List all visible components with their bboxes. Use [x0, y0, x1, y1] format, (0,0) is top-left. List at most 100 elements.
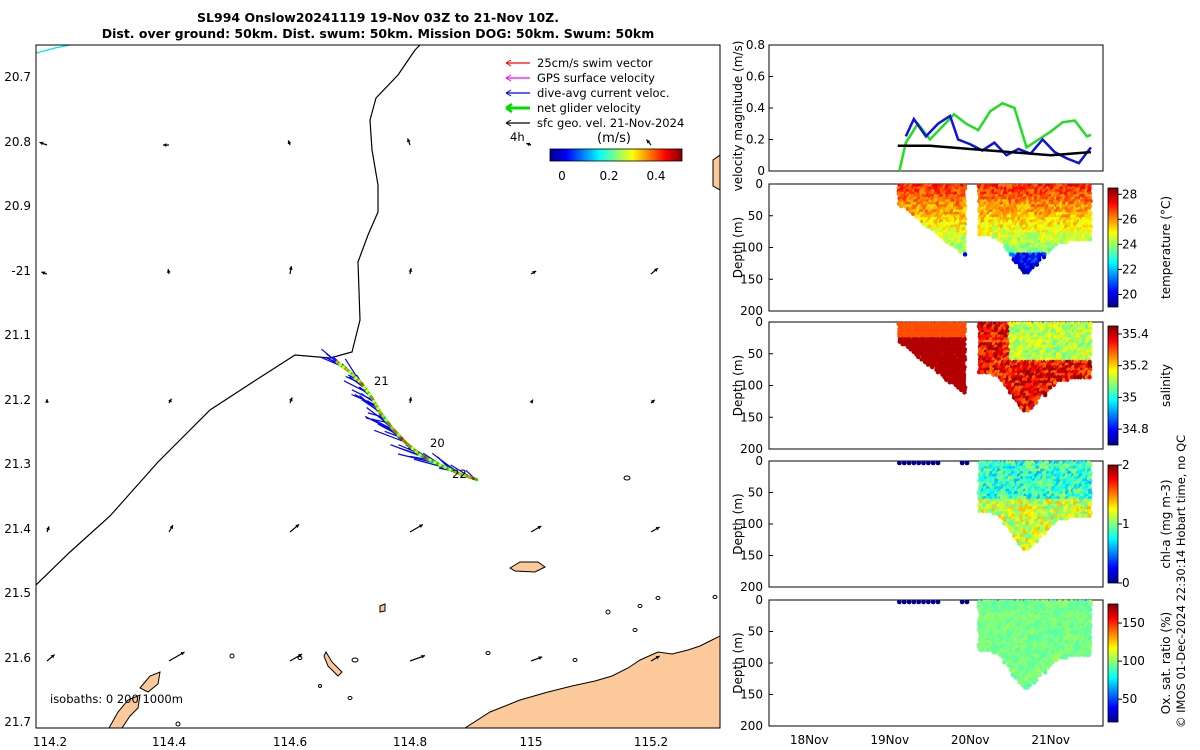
current-vector: [373, 429, 406, 443]
profile-point: [1043, 670, 1048, 675]
profile-point: [939, 234, 944, 239]
profile-point: [1035, 395, 1041, 400]
geo-arrow-head: [653, 268, 658, 272]
track-dot: [387, 422, 391, 426]
profile-point: [1078, 375, 1083, 380]
lat-tick: 20.8: [4, 135, 31, 149]
profile-point: [1042, 531, 1047, 536]
track-dot: [407, 443, 411, 447]
track-dot: [384, 418, 388, 422]
velocity-ytick: 0.6: [746, 70, 765, 84]
geo-arrow-head: [289, 397, 293, 402]
profile-point: [1050, 244, 1055, 250]
depth-ytick: 150: [740, 272, 763, 286]
lat-tick: 21.3: [4, 457, 31, 471]
geo-arrow-head: [655, 527, 660, 531]
interval-label: 4h: [510, 130, 525, 144]
profile-point: [1027, 682, 1032, 688]
depth-ytick: 0: [755, 315, 763, 329]
geo-arrow-head: [655, 656, 660, 660]
colorbar-tick: 35.2: [1122, 359, 1149, 373]
colorbar-label: salinity: [1159, 364, 1173, 407]
depth-ytick: 0: [755, 177, 763, 191]
land-island-c: [509, 561, 546, 573]
profile-point: [927, 224, 932, 229]
geo-arrow-head: [50, 654, 55, 659]
land-mainland: [464, 635, 720, 728]
profile-point: [1073, 237, 1078, 242]
colorbar-tick: 20: [1122, 287, 1137, 301]
cyan-track-line: [36, 45, 71, 54]
title-line2: Dist. over ground: 50km. Dist. swum: 50k…: [102, 26, 655, 41]
velocity-panel-frame: [768, 44, 1104, 172]
track-dot: [453, 470, 457, 474]
track-dot: [433, 460, 437, 465]
profile-point: [962, 390, 967, 395]
track-dot: [448, 467, 452, 472]
profile-point: [1037, 257, 1042, 262]
lon-axis: 114.2 114.4 114.6 114.8 115 115.2: [33, 735, 668, 749]
legend-label: GPS surface velocity: [537, 71, 655, 85]
lat-axis: 20.7 20.8 20.9 -21 21.1 21.2 21.3 21.4 2…: [4, 70, 31, 729]
legend-label: dive-avg current veloc.: [537, 86, 670, 100]
profile-point: [1087, 513, 1092, 519]
profile-point: [985, 369, 990, 375]
surface-point: [906, 460, 912, 466]
profile-colorbar: [1107, 187, 1119, 308]
track-dot: [400, 436, 404, 441]
profile-point: [958, 387, 964, 393]
track-dot: [365, 389, 369, 393]
map-boundary-line: [36, 45, 421, 586]
profile-point: [1002, 660, 1007, 665]
lat-tick: -21: [11, 264, 31, 278]
profile-point: [1087, 237, 1093, 242]
surface-point: [901, 460, 907, 466]
geo-arrow-head: [298, 654, 303, 658]
glider-track: [319, 348, 479, 482]
profile-point: [1081, 237, 1086, 242]
lat-tick: 21.6: [4, 651, 31, 665]
profile-point: [1041, 254, 1047, 260]
lat-tick: 20.9: [4, 199, 31, 213]
colorbar-tick: 0.4: [646, 169, 665, 183]
profile-point: [1064, 239, 1069, 244]
profile-point: [1053, 518, 1058, 524]
track-dot: [423, 455, 427, 460]
track-dot: [335, 360, 339, 364]
legend-label: 25cm/s swim vector: [537, 56, 653, 70]
lat-tick: 21.7: [4, 715, 31, 729]
geo-arrow-head: [407, 138, 411, 143]
lon-tick: 114.8: [393, 735, 427, 749]
geo-arrow-head: [529, 399, 533, 404]
colorbar-tick: 26: [1122, 212, 1137, 226]
land-island-f: [379, 603, 386, 613]
track-dot: [378, 410, 382, 414]
legend-arrowhead: [505, 89, 512, 97]
profile-point: [944, 377, 949, 382]
track-dot: [467, 475, 471, 479]
lon-tick: 115: [520, 735, 543, 749]
profile-point: [1047, 523, 1052, 529]
colorbar-tick: 1: [1122, 517, 1130, 531]
geo-arrow-head: [169, 525, 173, 530]
profile-point: [1037, 533, 1043, 539]
track-dot: [374, 403, 378, 407]
profile-point: [944, 239, 950, 244]
profile-point: [1078, 237, 1083, 242]
depth-ytick: 200: [740, 580, 763, 594]
map-content: [36, 45, 720, 728]
profile-colorbar: [1107, 325, 1119, 446]
geo-arrow-head: [41, 271, 46, 275]
colorbar-tick: 2: [1122, 458, 1130, 472]
velocity-ytick: 0.8: [746, 38, 765, 52]
geo-arrow-head: [537, 526, 542, 530]
surface-point: [925, 460, 931, 466]
legend-arrowhead: [505, 102, 513, 114]
profile-point: [1030, 541, 1035, 546]
profile-point: [1027, 267, 1032, 272]
profile-point: [1034, 400, 1039, 405]
profile-point: [1084, 237, 1090, 242]
depth-ylabel: Depth (m): [731, 217, 745, 278]
land-island-b: [139, 671, 161, 693]
